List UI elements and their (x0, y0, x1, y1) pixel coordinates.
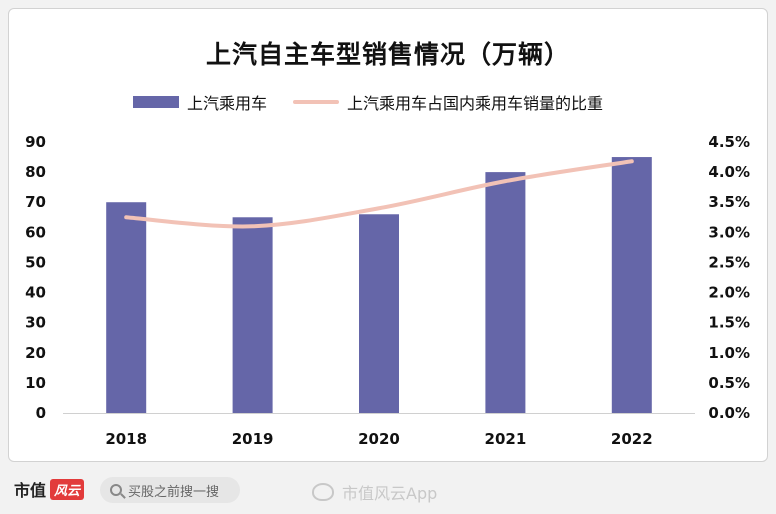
chart-legend: 上汽乘用车 上汽乘用车占国内乘用车销量的比重 (133, 91, 629, 113)
bar (232, 217, 273, 413)
legend-swatch-bar (133, 96, 179, 108)
y-tick-label-left: 30 (25, 314, 46, 332)
legend-label-bar: 上汽乘用车 (187, 94, 268, 113)
series-line (124, 159, 634, 229)
bar (611, 157, 652, 413)
y-tick-label-right: 4.5% (708, 133, 750, 151)
y-tick-label-left: 50 (25, 253, 46, 271)
y-tick-label-right: 2.0% (708, 284, 750, 302)
y-tick-label-left: 80 (25, 163, 46, 181)
bar (485, 172, 526, 413)
bar (359, 214, 399, 413)
brand-text: 市值 (14, 481, 47, 500)
y-tick-label-right: 0.5% (708, 374, 750, 392)
x-tick-label: 2019 (232, 430, 274, 448)
y-tick-label-right: 1.5% (708, 314, 750, 332)
y-tick-label-right: 0.0% (708, 404, 750, 422)
y-tick-label-right: 1.0% (708, 344, 750, 362)
weibo-text: 市值风云App (342, 484, 438, 503)
y-tick-label-left: 40 (25, 284, 46, 302)
y-tick-label-left: 90 (25, 133, 46, 151)
y-tick-label-right: 4.0% (708, 163, 750, 181)
y-tick-label-right: 3.0% (708, 223, 750, 241)
x-tick-label: 2018 (105, 430, 147, 448)
legend-label-line: 上汽乘用车占国内乘用车销量的比重 (347, 94, 604, 113)
brand-seal: 风云 (50, 478, 85, 500)
weibo-icon (312, 483, 334, 501)
chart-title: 上汽自主车型销售情况（万辆） (205, 40, 570, 69)
y-tick-label-left: 10 (25, 374, 46, 392)
y-tick-label-left: 0 (36, 404, 46, 422)
bar (106, 202, 147, 413)
search-box[interactable]: 买股之前搜一搜 (100, 477, 240, 503)
search-icon (110, 484, 122, 496)
search-placeholder: 买股之前搜一搜 (128, 484, 220, 500)
legend-swatch-line (293, 100, 340, 104)
x-tick-label: 2020 (358, 430, 400, 448)
y-tick-label-right: 2.5% (708, 253, 750, 271)
legend-item-line: 上汽乘用车占国内乘用车销量的比重 (293, 90, 603, 114)
x-tick-label: 2021 (485, 430, 527, 448)
brand-logo: 市值 风云 (14, 477, 85, 501)
x-tick-label: 2022 (611, 430, 653, 448)
y-tick-label-left: 60 (25, 223, 46, 241)
y-tick-label-right: 3.5% (708, 193, 750, 211)
weibo-watermark: 市值风云App (312, 480, 437, 504)
y-tick-label-left: 20 (25, 344, 46, 362)
legend-item-bar: 上汽乘用车 (133, 90, 267, 114)
footer-bar: 市值 风云 买股之前搜一搜 市值风云App (0, 466, 776, 514)
y-tick-label-left: 70 (25, 193, 46, 211)
